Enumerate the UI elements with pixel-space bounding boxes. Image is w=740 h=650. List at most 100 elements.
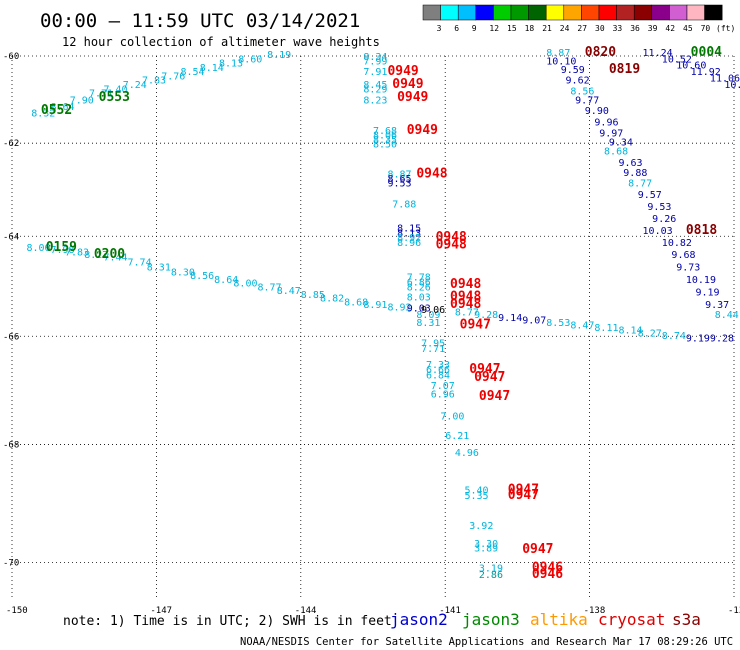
swh-value-label: 8.03 <box>407 292 431 303</box>
swh-value-label: 7.95 <box>421 339 445 350</box>
swh-value-label: 6.86 <box>407 277 431 288</box>
colorbar-swatch <box>422 4 441 21</box>
colorbar-label: 42 <box>665 24 675 33</box>
swh-value-label: 8.91 <box>363 300 387 311</box>
swh-value-label: 8.14 <box>618 326 642 337</box>
swh-value-label: 8.14 <box>200 63 224 74</box>
time-stamp-label: 0948 <box>436 237 467 252</box>
colorbar-label: 33 <box>613 24 623 33</box>
colorbar-legend: 3 6 9 12 15 18 21 24 27 30 33 36 39 42 45 70 (ft) <box>422 4 735 33</box>
swh-value-label: 7.00 <box>440 411 464 422</box>
colorbar-swatch <box>440 4 459 21</box>
chart-title: 00:00 — 11:59 UTC 03/14/2021 <box>40 10 360 32</box>
x-tick-label: -135 <box>728 606 740 616</box>
swh-value-label: 7.91 <box>363 67 387 78</box>
swh-value-label: 8.45 <box>363 80 387 91</box>
swh-value-label: 9.77 <box>575 95 599 106</box>
swh-value-label: 6.21 <box>445 431 469 442</box>
swh-value-label: 2.86 <box>479 570 503 581</box>
swh-value-label: 8.27 <box>638 328 662 339</box>
time-stamp-label: 0819 <box>609 62 640 77</box>
swh-value-label: 9.88 <box>623 168 647 179</box>
swh-value-label: 8.68 <box>604 146 628 157</box>
x-tick-label: -147 <box>150 606 172 616</box>
time-stamp-label: 0947 <box>469 362 500 377</box>
swh-value-label: 9.37 <box>705 300 729 311</box>
satellite-legend-jason2: jason2 <box>390 610 448 629</box>
time-stamp-label: 0947 <box>474 370 505 385</box>
time-stamp-label: 0947 <box>479 389 510 404</box>
swh-value-label: 8.60 <box>238 54 262 65</box>
swh-value-label: 7.40 <box>103 84 127 95</box>
swh-value-label: 7.98 <box>51 245 75 256</box>
swh-value-label: 10.36 <box>724 80 740 91</box>
swh-value-label: 8.82 <box>320 293 344 304</box>
x-tick-label: -141 <box>439 606 461 616</box>
time-stamp-label: 0947 <box>508 482 539 497</box>
swh-value-label: 6.84 <box>426 370 450 381</box>
time-stamp-label: 0820 <box>585 45 616 60</box>
colorbar-unit: (ft) <box>716 24 735 33</box>
swh-value-label: 7.44 <box>103 253 127 264</box>
swh-value-label: 7.88 <box>392 200 416 211</box>
time-stamp-label: 0948 <box>450 277 481 292</box>
swh-value-label: 10.52 <box>662 54 692 65</box>
colorbar-swatch <box>651 4 670 21</box>
swh-value-label: 7.24 <box>123 80 147 91</box>
swh-value-label: 8.96 <box>397 238 421 249</box>
swh-value-label: 9.53 <box>387 179 411 190</box>
swh-value-label: 8.77 <box>628 179 652 190</box>
swh-value-label: 7.83 <box>65 248 89 259</box>
swh-value-label: 7.78 <box>407 272 431 283</box>
colorbar-swatch <box>545 4 565 21</box>
x-tick-label: -150 <box>6 606 28 616</box>
swh-value-label: 8.32 <box>31 108 55 119</box>
swh-value-label: 7.68 <box>373 126 397 137</box>
colorbar-swatch <box>457 4 477 21</box>
swh-value-label: 8.23 <box>363 95 387 106</box>
colorbar-swatch <box>633 4 653 21</box>
swh-value-label: 8.13 <box>219 59 243 70</box>
plot-area: -150 -147 -144 -141 -138 -135 -60 -62 -64 -66 -68 -… <box>3 45 740 616</box>
swh-value-label: 9.34 <box>609 137 633 148</box>
swh-value-label: 6.96 <box>431 389 455 400</box>
swh-value-label: 11.24 <box>643 48 673 59</box>
colorbar-label: 27 <box>577 24 587 33</box>
swh-value-label: 8.92 <box>387 303 411 314</box>
swh-value-label: 9.19 <box>695 287 719 298</box>
swh-value-label: 7.76 <box>161 71 185 82</box>
colorbar-label: 18 <box>525 24 535 33</box>
time-stamp-label: 0949 <box>392 77 423 92</box>
time-stamp-label: 0949 <box>407 123 438 138</box>
swh-value-label: 10.19 <box>686 275 716 286</box>
swh-value-label: 8.56 <box>190 271 214 282</box>
colorbar-swatch <box>598 4 617 21</box>
swh-value-label: 8.11 <box>594 323 618 334</box>
swh-value-label: 8.31 <box>147 262 171 273</box>
swh-value-label: 11.92 <box>691 67 721 78</box>
swh-value-label: 9.73 <box>676 262 700 273</box>
swh-value-label: 9.97 <box>599 128 623 139</box>
swh-value-label: 3.92 <box>469 521 493 532</box>
colorbar-swatch <box>493 4 512 21</box>
time-stamp-label: 0947 <box>522 542 553 557</box>
swh-value-label: 9.68 <box>671 250 695 261</box>
swh-value-label: 8.54 <box>180 67 204 78</box>
time-stamp-label: 0004 <box>691 45 722 60</box>
time-stamp-label: 0949 <box>397 90 428 105</box>
swh-value-label: 9.19 <box>686 333 710 344</box>
swh-value-label: 8.53 <box>546 318 570 329</box>
swh-value-label: 7.07 <box>431 381 455 392</box>
colorbar-swatch <box>475 4 494 21</box>
time-stamp-label: 0553 <box>99 90 130 105</box>
swh-value-label: 9.07 <box>522 315 546 326</box>
swh-value-label: 8.64 <box>51 102 75 113</box>
swh-value-label: 10.10 <box>546 56 576 67</box>
swh-value-label: 9.62 <box>566 76 590 87</box>
swh-value-label: 9.53 <box>647 202 671 213</box>
time-stamp-label: 0552 <box>41 103 72 118</box>
swh-value-label: 8.09 <box>416 310 440 321</box>
y-tick-label: -68 <box>3 440 19 450</box>
footer-credit: NOAA/NESDIS Center for Satellite Applica… <box>240 636 740 648</box>
